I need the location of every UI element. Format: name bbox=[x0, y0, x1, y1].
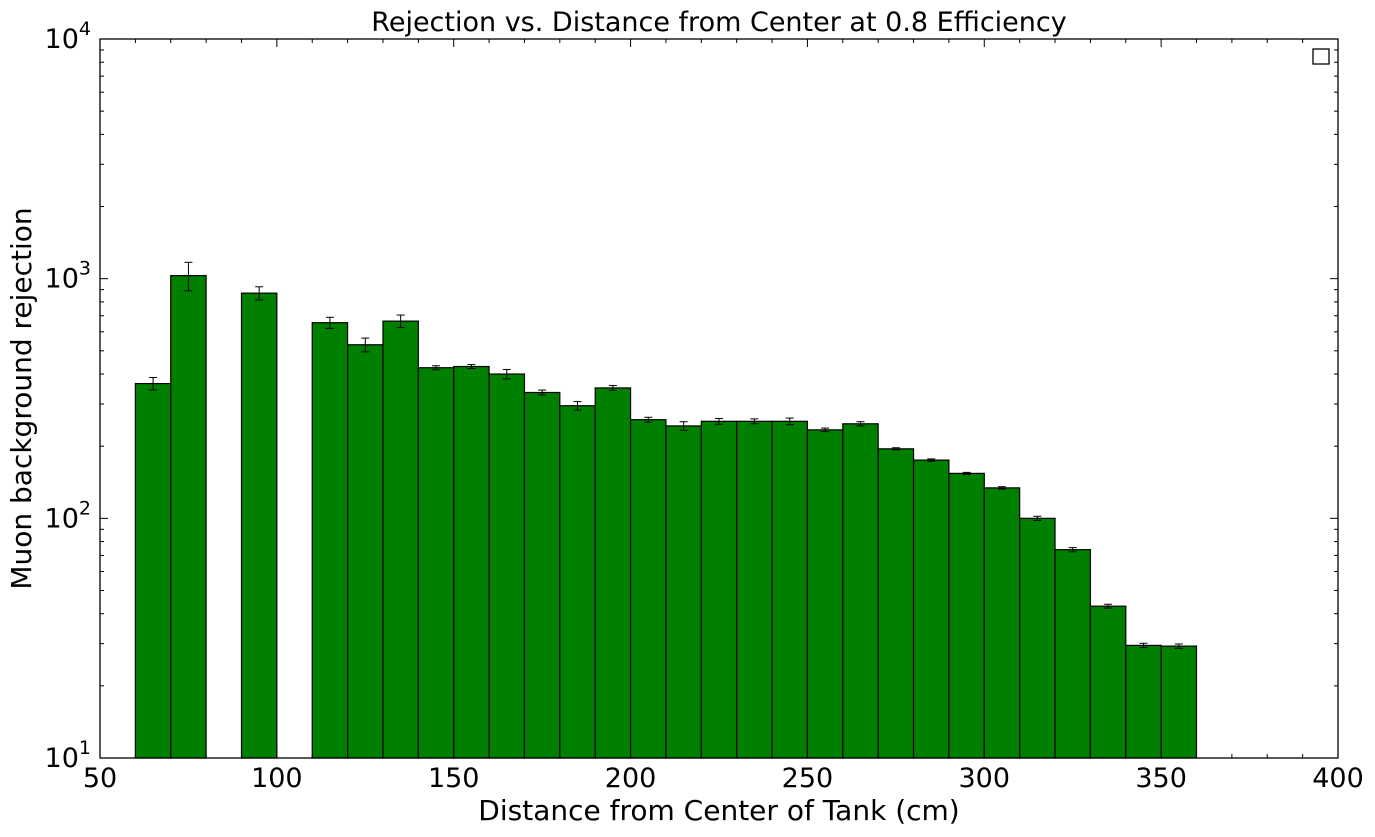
bar-5 bbox=[382, 320, 419, 759]
y-tick-label: 104 bbox=[45, 18, 91, 55]
bar-17 bbox=[806, 429, 844, 759]
error-bar-22 bbox=[997, 486, 1006, 490]
bar-10 bbox=[559, 405, 596, 759]
error-bar-9 bbox=[538, 389, 547, 396]
bar-1 bbox=[170, 274, 207, 759]
error-bar-25 bbox=[1104, 603, 1113, 609]
error-bars-group bbox=[149, 261, 1183, 649]
x-axis-label: Distance from Center of Tank (cm) bbox=[478, 794, 959, 827]
plot-frame bbox=[99, 38, 1339, 759]
bar-18 bbox=[842, 423, 879, 759]
y-tick-label: 102 bbox=[45, 497, 91, 534]
x-tick-label: 100 bbox=[251, 763, 303, 794]
bar-27 bbox=[1160, 645, 1198, 759]
error-bar-27 bbox=[1174, 643, 1183, 649]
error-bar-26 bbox=[1139, 642, 1148, 649]
error-bar-3 bbox=[325, 316, 334, 329]
bar-2 bbox=[240, 292, 278, 759]
bar-22 bbox=[983, 487, 1021, 759]
error-bar-12 bbox=[644, 416, 653, 423]
y-tick-label: 103 bbox=[45, 258, 91, 295]
bar-9 bbox=[523, 391, 561, 759]
bar-25 bbox=[1089, 605, 1127, 759]
bar-20 bbox=[912, 459, 950, 759]
x-tick-label: 200 bbox=[605, 763, 657, 794]
y-tick-label: 101 bbox=[45, 737, 91, 774]
x-tick-label: 400 bbox=[1312, 763, 1364, 794]
y-axis-label: Muon background rejection bbox=[5, 207, 38, 589]
x-tick-label: 150 bbox=[428, 763, 480, 794]
bar-23 bbox=[1019, 517, 1056, 759]
legend-box bbox=[1312, 48, 1330, 65]
chart-title: Rejection vs. Distance from Center at 0.… bbox=[371, 7, 1066, 38]
error-bar-13 bbox=[679, 421, 688, 431]
bar-26 bbox=[1125, 644, 1162, 759]
tick-labels-group: 50 100 150 200 250 300 350 400 101 102 103 104 bbox=[45, 18, 1364, 794]
bar-12 bbox=[629, 419, 667, 759]
x-tick-label: 250 bbox=[782, 763, 834, 794]
error-bar-8 bbox=[502, 368, 511, 380]
error-bar-21 bbox=[962, 471, 971, 475]
x-tick-label: 350 bbox=[1135, 763, 1187, 794]
bar-13 bbox=[665, 425, 702, 759]
error-bar-20 bbox=[927, 458, 936, 462]
error-bar-15 bbox=[750, 418, 759, 425]
error-bar-23 bbox=[1033, 515, 1042, 521]
bar-7 bbox=[453, 365, 490, 759]
error-bar-1 bbox=[184, 261, 193, 292]
error-bar-4 bbox=[361, 337, 370, 353]
axis-ticks-group bbox=[99, 38, 1339, 759]
error-bar-19 bbox=[891, 447, 900, 451]
bar-8 bbox=[488, 373, 526, 759]
error-bar-16 bbox=[785, 417, 794, 426]
error-bar-5 bbox=[396, 314, 405, 329]
bar-6 bbox=[417, 367, 455, 759]
bar-0 bbox=[134, 382, 172, 759]
bar-4 bbox=[347, 344, 384, 759]
bar-15 bbox=[736, 420, 773, 759]
error-bar-10 bbox=[573, 401, 582, 411]
error-bar-17 bbox=[821, 427, 830, 433]
x-tick-label: 300 bbox=[959, 763, 1011, 794]
bars-group bbox=[134, 274, 1198, 759]
error-bar-7 bbox=[467, 364, 476, 369]
bar-11 bbox=[594, 387, 632, 759]
bar-14 bbox=[700, 420, 738, 759]
error-bar-6 bbox=[432, 365, 441, 371]
error-bar-14 bbox=[715, 417, 723, 425]
x-tick-label: 50 bbox=[83, 763, 117, 794]
bar-19 bbox=[877, 448, 915, 759]
error-bar-18 bbox=[856, 421, 865, 427]
bar-3 bbox=[311, 322, 349, 759]
error-bar-0 bbox=[149, 376, 158, 391]
error-bar-2 bbox=[255, 286, 264, 301]
bar-16 bbox=[771, 420, 809, 759]
bar-24 bbox=[1054, 549, 1091, 759]
error-bar-11 bbox=[608, 385, 617, 391]
error-bar-24 bbox=[1068, 547, 1077, 553]
bar-21 bbox=[948, 472, 985, 759]
